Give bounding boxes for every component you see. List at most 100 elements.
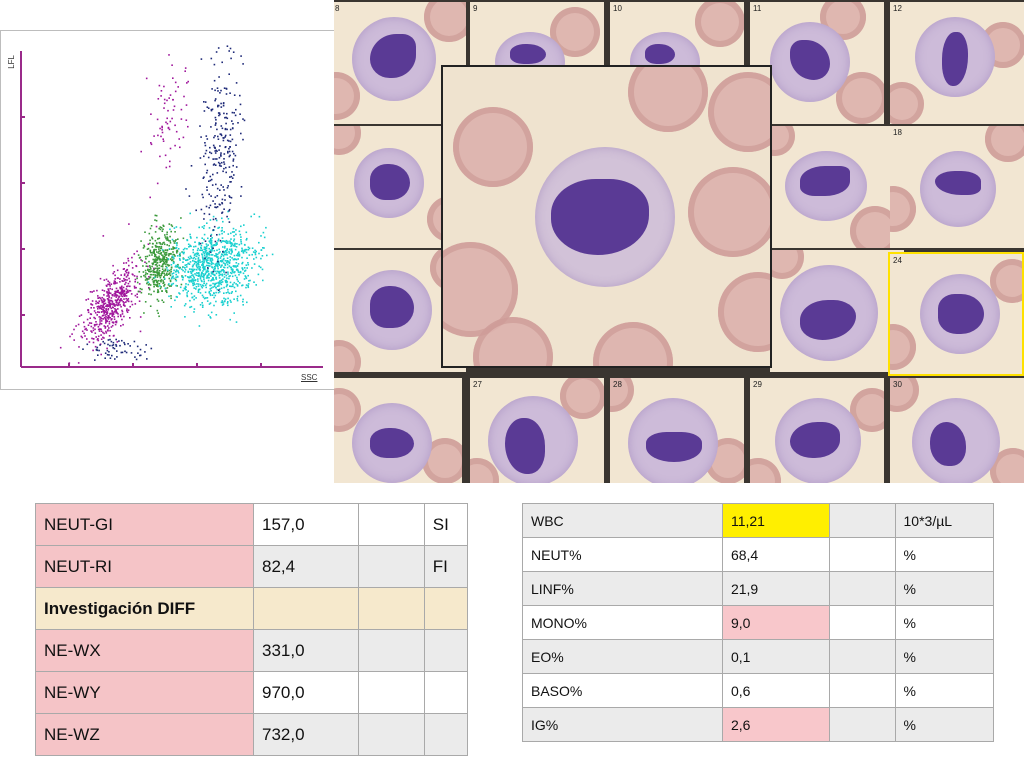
param-name-cell: NE-WX <box>35 629 254 672</box>
empty-cell <box>828 639 896 674</box>
param-name-cell: NE-WY <box>35 671 254 714</box>
cell-thumbnail[interactable] <box>770 250 904 372</box>
unit-cell: % <box>894 673 995 708</box>
value-cell: 0,6 <box>721 673 830 708</box>
blue-population-points <box>185 45 246 291</box>
y-axis-label: LFL <box>7 55 16 69</box>
tile-number: 28 <box>613 380 622 389</box>
tile-number: 18 <box>893 128 902 137</box>
cbc-results-table: WBC 11,21 10*3/µL NEUT% 68,4 % LINF% 21,… <box>522 503 995 742</box>
tile-number: 12 <box>893 4 902 13</box>
param-name-cell: IG% <box>522 707 723 742</box>
x-axis-label: SSC <box>301 373 318 382</box>
scattergram-plot <box>20 45 323 368</box>
tile-number: 29 <box>753 380 762 389</box>
param-name-cell: NEUT% <box>522 537 723 572</box>
tile-number: 8 <box>335 4 340 13</box>
cell-thumbnail[interactable]: 29 <box>750 378 884 483</box>
flag-cell <box>423 713 469 756</box>
tile-number: 10 <box>613 4 622 13</box>
empty-cell <box>828 503 896 538</box>
diff-research-table: NEUT-GI 157,0 SI NEUT-RI 82,4 FI Investi… <box>35 503 469 756</box>
flag-cell <box>423 587 469 630</box>
value-cell: 331,0 <box>252 629 360 672</box>
tile-number: 11 <box>753 4 762 13</box>
value-cell: 21,9 <box>721 571 830 606</box>
value-cell <box>252 587 360 630</box>
value-cell: 732,0 <box>252 713 360 756</box>
purple-population-points <box>59 223 158 364</box>
value-cell: 157,0 <box>252 503 360 546</box>
value-cell-flagged: 2,6 <box>721 707 830 742</box>
cell-thumbnail[interactable]: 11 <box>750 2 884 124</box>
table-row: NEUT% 68,4 % <box>522 537 995 572</box>
cell-thumbnail-selected[interactable]: 24 <box>888 252 1024 376</box>
cell-thumbnail[interactable]: 28 <box>610 378 744 483</box>
section-header-cell: Investigación DIFF <box>35 587 254 630</box>
tile-number: 24 <box>893 256 902 265</box>
empty-cell <box>828 605 896 640</box>
table-row: LINF% 21,9 % <box>522 571 995 606</box>
empty-cell <box>828 571 896 606</box>
cell-thumbnail[interactable]: 30 <box>890 378 1024 483</box>
table-row: NE-WZ 732,0 <box>35 713 469 756</box>
table-row: MONO% 9,0 % <box>522 605 995 640</box>
param-name-cell: WBC <box>522 503 723 538</box>
enlarged-cell-view <box>441 65 772 368</box>
unit-cell: % <box>894 537 995 572</box>
empty-cell <box>828 673 896 708</box>
param-name-cell: NEUT-GI <box>35 503 254 546</box>
unit-cell: % <box>894 707 995 742</box>
empty-cell <box>358 503 425 546</box>
empty-cell <box>828 537 896 572</box>
empty-cell <box>828 707 896 742</box>
unit-cell: 10*3/µL <box>894 503 995 538</box>
cell-image-gallery: 8 9 10 11 12 <box>334 0 1024 483</box>
unit-cell: % <box>894 605 995 640</box>
flag-cell <box>423 629 469 672</box>
param-name-cell: MONO% <box>522 605 723 640</box>
table-row: NEUT-RI 82,4 FI <box>35 545 469 588</box>
tile-number: 30 <box>893 380 902 389</box>
scattergram-panel: LFL SSC <box>0 30 342 390</box>
empty-cell <box>358 545 425 588</box>
cyan-population-points <box>147 210 274 327</box>
flag-cell: FI <box>423 545 469 588</box>
cell-thumbnail[interactable]: 18 <box>890 126 1024 248</box>
cell-thumbnail[interactable] <box>770 126 904 248</box>
value-cell: 82,4 <box>252 545 360 588</box>
value-cell: 68,4 <box>721 537 830 572</box>
unit-cell: % <box>894 571 995 606</box>
param-name-cell: LINF% <box>522 571 723 606</box>
value-cell: 970,0 <box>252 671 360 714</box>
table-row: IG% 2,6 % <box>522 707 995 742</box>
cell-thumbnail[interactable]: 12 <box>890 2 1024 124</box>
param-name-cell: BASO% <box>522 673 723 708</box>
low-population-points <box>82 338 153 361</box>
tile-number: 9 <box>473 4 478 13</box>
empty-cell <box>358 587 425 630</box>
flag-cell: SI <box>423 503 469 546</box>
table-row: NEUT-GI 157,0 SI <box>35 503 469 546</box>
value-cell: 0,1 <box>721 639 830 674</box>
table-row-section: Investigación DIFF <box>35 587 469 630</box>
value-cell-flagged: 9,0 <box>721 605 830 640</box>
table-row: EO% 0,1 % <box>522 639 995 674</box>
param-name-cell: NE-WZ <box>35 713 254 756</box>
value-cell-flagged: 11,21 <box>721 503 830 538</box>
flag-cell <box>423 671 469 714</box>
table-row: NE-WX 331,0 <box>35 629 469 672</box>
param-name-cell: NEUT-RI <box>35 545 254 588</box>
table-row: BASO% 0,6 % <box>522 673 995 708</box>
cell-thumbnail[interactable] <box>334 378 462 483</box>
empty-cell <box>358 629 425 672</box>
sparse-purple-points <box>140 54 189 199</box>
unit-cell: % <box>894 639 995 674</box>
green-population-points <box>136 214 185 318</box>
empty-cell <box>358 671 425 714</box>
table-row: NE-WY 970,0 <box>35 671 469 714</box>
table-row: WBC 11,21 10*3/µL <box>522 503 995 538</box>
tile-number: 27 <box>473 380 482 389</box>
cell-thumbnail[interactable]: 27 <box>470 378 604 483</box>
param-name-cell: EO% <box>522 639 723 674</box>
